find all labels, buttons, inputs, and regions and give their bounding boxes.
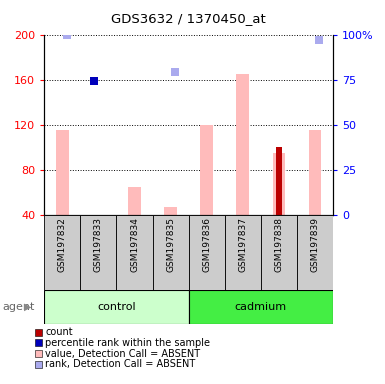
Bar (128, 187, 141, 215)
Text: ▶: ▶ (24, 302, 32, 312)
Text: agent: agent (2, 302, 34, 312)
Bar (44, 290, 189, 324)
Bar (152, 215, 189, 290)
Bar (297, 215, 333, 290)
Text: rank, Detection Call = ABSENT: rank, Detection Call = ABSENT (45, 359, 196, 369)
Bar (116, 215, 152, 290)
Text: GSM197839: GSM197839 (310, 217, 320, 272)
Text: control: control (97, 302, 136, 312)
Bar (273, 153, 285, 215)
Bar (309, 131, 321, 215)
Bar (200, 125, 213, 215)
Bar (164, 207, 177, 215)
Bar (80, 215, 116, 290)
Text: GSM197837: GSM197837 (238, 217, 247, 272)
Text: count: count (45, 327, 73, 337)
Bar (261, 215, 297, 290)
Bar (276, 147, 282, 215)
Text: GDS3632 / 1370450_at: GDS3632 / 1370450_at (111, 12, 266, 25)
Text: GSM197834: GSM197834 (130, 217, 139, 272)
Text: GSM197832: GSM197832 (58, 217, 67, 272)
Bar (225, 215, 261, 290)
Text: GSM197838: GSM197838 (275, 217, 283, 272)
Bar (56, 131, 69, 215)
Text: GSM197836: GSM197836 (202, 217, 211, 272)
Text: value, Detection Call = ABSENT: value, Detection Call = ABSENT (45, 349, 201, 359)
Bar (189, 290, 333, 324)
Text: GSM197833: GSM197833 (94, 217, 103, 272)
Text: cadmium: cadmium (235, 302, 287, 312)
Text: GSM197835: GSM197835 (166, 217, 175, 272)
Bar (189, 215, 225, 290)
Bar (236, 74, 249, 215)
Text: percentile rank within the sample: percentile rank within the sample (45, 338, 211, 348)
Bar (44, 215, 80, 290)
